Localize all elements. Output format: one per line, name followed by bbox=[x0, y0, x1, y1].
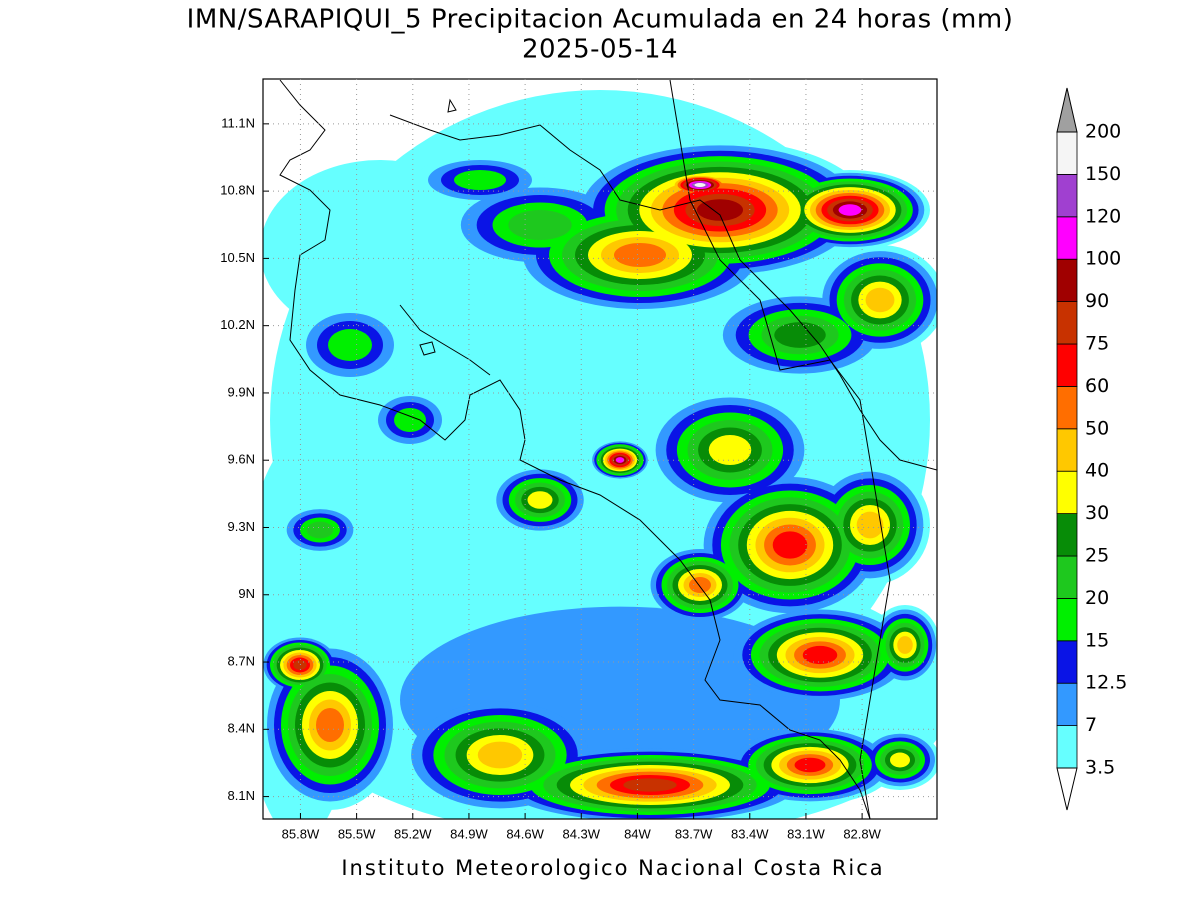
map-frame bbox=[262, 78, 938, 820]
colorbar-swatch bbox=[1056, 343, 1078, 387]
lon-tick-label: 84.6W bbox=[506, 826, 544, 841]
colorbar-swatch bbox=[1056, 301, 1078, 345]
lat-tick-label: 9N bbox=[238, 586, 255, 601]
rain-area bbox=[614, 243, 666, 267]
colorbar-swatch bbox=[1056, 385, 1078, 430]
colorbar-label: 60 bbox=[1085, 375, 1109, 397]
colorbar-swatch bbox=[1056, 598, 1078, 642]
colorbar-label: 90 bbox=[1085, 290, 1109, 312]
colorbar-swatch bbox=[1056, 428, 1078, 472]
colorbar-over bbox=[1056, 87, 1078, 133]
rain-area bbox=[306, 521, 334, 539]
rain-area bbox=[802, 645, 838, 665]
rain-area bbox=[772, 531, 808, 559]
rain-area bbox=[708, 435, 752, 465]
colorbar-swatch bbox=[1056, 470, 1078, 515]
colorbar-label: 120 bbox=[1085, 205, 1121, 227]
lat-tick-label: 11.1N bbox=[221, 115, 255, 130]
colorbar-swatch bbox=[1056, 555, 1078, 599]
colorbar-label: 150 bbox=[1085, 163, 1121, 185]
colorbar-label: 40 bbox=[1085, 460, 1109, 482]
lat-tick-label: 8.7N bbox=[228, 653, 255, 668]
colorbar-swatch bbox=[1056, 216, 1078, 260]
colorbar-swatch bbox=[1056, 640, 1078, 684]
title: IMN/SARAPIQUI_5 Precipitacion Acumulada … bbox=[187, 5, 1014, 35]
rain-area bbox=[394, 408, 426, 432]
lon-tick-label: 82.8W bbox=[843, 826, 881, 841]
lat-tick-label: 9.9N bbox=[228, 384, 255, 399]
colorbar-label: 20 bbox=[1085, 587, 1109, 609]
rain-area bbox=[689, 577, 711, 593]
rain-area bbox=[477, 741, 523, 769]
colorbar-swatch bbox=[1056, 725, 1078, 769]
rain-area bbox=[263, 160, 500, 340]
colorbar-label: 25 bbox=[1085, 545, 1109, 567]
rain-area bbox=[508, 210, 572, 240]
rain-area bbox=[623, 778, 677, 792]
lon-tick-label: 83.7W bbox=[675, 826, 713, 841]
colorbar-label: 3.5 bbox=[1085, 757, 1115, 779]
colorbar-label: 75 bbox=[1085, 333, 1109, 355]
rain-area bbox=[856, 511, 884, 539]
colorbar-label: 50 bbox=[1085, 417, 1109, 439]
lat-tick-label: 10.2N bbox=[220, 317, 255, 332]
rain-area bbox=[696, 199, 744, 221]
lon-tick-label: 85.2W bbox=[394, 826, 432, 841]
precipitation-field bbox=[263, 90, 937, 819]
colorbar-swatch bbox=[1056, 131, 1078, 175]
rain-area bbox=[865, 287, 895, 313]
lat-tick-label: 8.4N bbox=[228, 721, 255, 736]
colorbar-under bbox=[1056, 767, 1078, 811]
colorbar-swatch bbox=[1056, 513, 1078, 557]
lon-tick-label: 84.9W bbox=[450, 826, 488, 841]
rain-area bbox=[615, 457, 625, 463]
rain-area bbox=[794, 757, 826, 773]
lat-tick-label: 8.1N bbox=[228, 788, 255, 803]
coastline bbox=[279, 79, 937, 819]
rain-area bbox=[328, 329, 372, 361]
lon-tick-label: 84.3W bbox=[562, 826, 600, 841]
colorbar-label: 30 bbox=[1085, 502, 1109, 524]
colorbar-label: 15 bbox=[1085, 629, 1109, 651]
colorbar-label: 200 bbox=[1085, 121, 1121, 143]
lon-tick-label: 84W bbox=[624, 826, 651, 841]
rain-area bbox=[897, 636, 913, 654]
footer: Instituto Meteorologico Nacional Costa R… bbox=[341, 856, 884, 880]
colorbar-label: 7 bbox=[1085, 714, 1097, 736]
rain-area bbox=[694, 183, 706, 187]
lon-tick-label: 83.4W bbox=[731, 826, 769, 841]
lat-tick-label: 9.3N bbox=[228, 519, 255, 534]
rain-area bbox=[838, 204, 862, 216]
rain-area bbox=[454, 170, 506, 190]
lon-tick-label: 85.8W bbox=[282, 826, 320, 841]
lon-tick-label: 85.5W bbox=[338, 826, 376, 841]
colorbar-swatch bbox=[1056, 682, 1078, 727]
lat-tick-label: 9.6N bbox=[228, 452, 255, 467]
lon-tick-label: 83.1W bbox=[787, 826, 825, 841]
colorbar-label: 12.5 bbox=[1085, 672, 1127, 694]
rain-area bbox=[774, 322, 826, 348]
rain-area bbox=[890, 752, 910, 768]
rain-area bbox=[316, 708, 344, 742]
colorbar-swatch bbox=[1056, 258, 1078, 303]
subtitle: 2025-05-14 bbox=[522, 35, 678, 65]
colorbar-label: 100 bbox=[1085, 248, 1121, 270]
lat-tick-label: 10.5N bbox=[220, 250, 255, 265]
colorbar-swatch bbox=[1056, 173, 1078, 218]
rain-area bbox=[527, 491, 553, 509]
lat-tick-label: 10.8N bbox=[220, 183, 255, 198]
